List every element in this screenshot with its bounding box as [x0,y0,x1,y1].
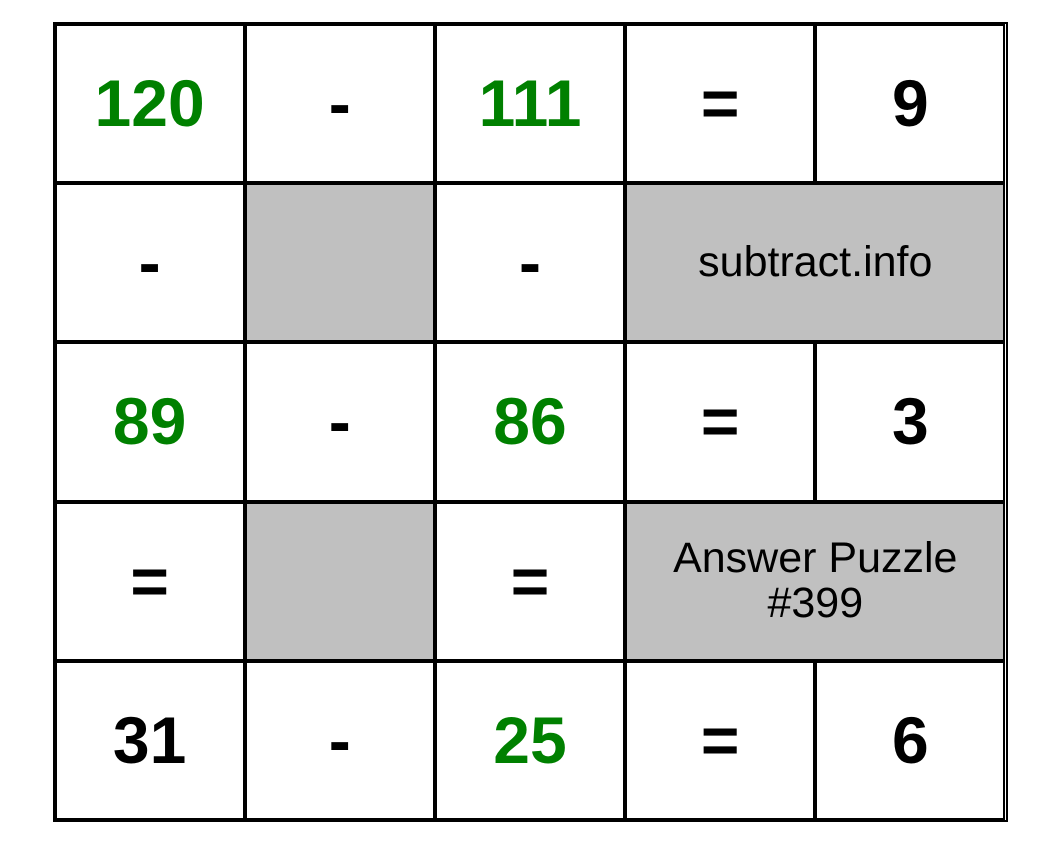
cell-r3c3: 86 [435,342,625,501]
cell-r5c5: 6 [815,661,1005,820]
cell-r5c4: = [625,661,815,820]
cell-r3c4: = [625,342,815,501]
cell-r1c5: 9 [815,24,1005,183]
cell-info: subtract.info [625,183,1005,342]
cell-r1c3: 111 [435,24,625,183]
cell-r5c2: - [245,661,435,820]
cell-r3c1: 89 [55,342,245,501]
cell-r4c2 [245,502,435,661]
cell-r2c1: - [55,183,245,342]
cell-r3c2: - [245,342,435,501]
cell-r5c3: 25 [435,661,625,820]
cell-answer: Answer Puzzle #399 [625,502,1005,661]
cell-r4c3: = [435,502,625,661]
cell-r1c4: = [625,24,815,183]
cell-r4c1: = [55,502,245,661]
cell-r1c2: - [245,24,435,183]
cell-r3c5: 3 [815,342,1005,501]
cell-r2c2 [245,183,435,342]
puzzle-grid: 120 - 111 = 9 - - subtract.info 89 - 86 … [53,22,1008,822]
cell-r2c3: - [435,183,625,342]
cell-r5c1: 31 [55,661,245,820]
cell-r1c1: 120 [55,24,245,183]
